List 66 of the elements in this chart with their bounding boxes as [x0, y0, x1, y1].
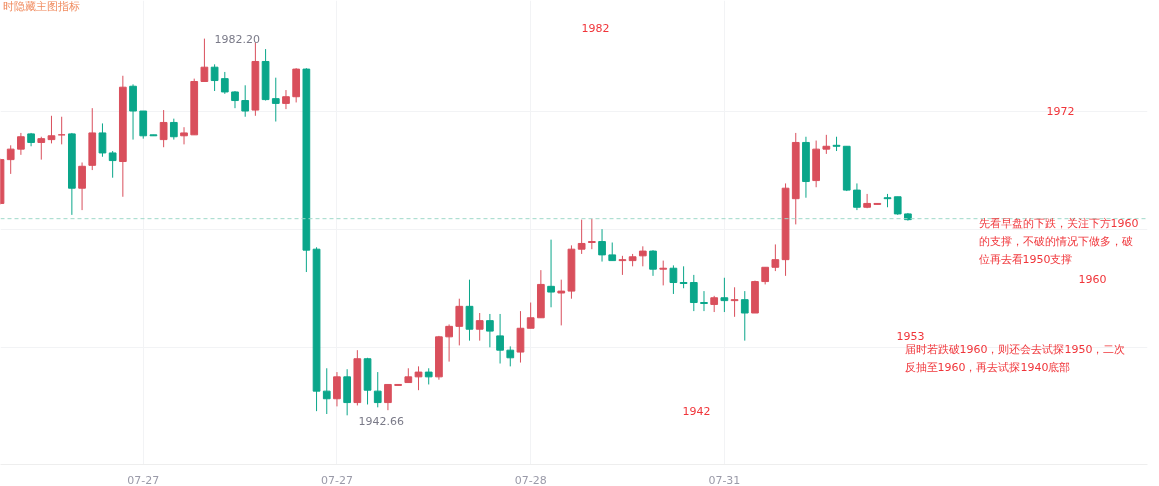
annotation: 1982.20	[214, 32, 260, 46]
candlestick	[108, 150, 117, 179]
candlestick	[547, 239, 555, 308]
candlestick	[822, 134, 831, 155]
candlestick	[771, 243, 780, 272]
candlestick	[486, 313, 494, 348]
candlestick	[98, 122, 107, 158]
candlestick	[373, 371, 382, 408]
candlestick	[618, 255, 627, 276]
candlestick	[863, 193, 871, 209]
candlestick	[47, 115, 56, 144]
candlestick	[577, 219, 586, 255]
candlestick	[740, 290, 749, 342]
candlestick	[496, 313, 504, 365]
candlestick	[414, 365, 423, 391]
candlestick	[322, 367, 331, 415]
candlestick	[669, 264, 678, 295]
x-tick-label: 07-31	[708, 473, 741, 486]
candlestick	[649, 249, 657, 277]
candlestick	[598, 228, 606, 263]
candlestick	[210, 63, 219, 92]
candlestick	[700, 290, 708, 312]
candlestick	[180, 126, 188, 145]
candlestick	[853, 182, 861, 211]
candlestick	[159, 109, 168, 148]
annotation: 1942	[682, 404, 711, 418]
candlestick	[169, 118, 178, 141]
annotation: 届时若跌破1960，则还会去试探1950，二次反抽至1960，再去试探1940底部	[904, 342, 1126, 374]
candlestick	[608, 242, 617, 262]
candlestick	[689, 274, 698, 312]
candlestick	[516, 310, 525, 364]
candlestick	[220, 71, 229, 95]
candlestick	[526, 302, 535, 329]
x-tick-label: 07-27	[320, 473, 353, 486]
candlestick	[638, 245, 647, 267]
text: 1960	[1078, 272, 1107, 286]
annotation: 1942.66	[358, 414, 404, 428]
candlestick	[679, 265, 688, 289]
annotation: 1953	[896, 329, 925, 343]
candlestick	[333, 371, 341, 407]
candlestick	[445, 323, 453, 363]
candlestick	[475, 312, 484, 342]
text: 先看早盘的下跌，关注下方1960的支撑，不破的情况下做多，破位再去看1950支撑	[978, 216, 1139, 266]
candlestick	[384, 383, 392, 411]
annotation: 时隐藏主图指标	[2, 0, 80, 13]
candlestick	[465, 279, 474, 342]
candlestick	[17, 132, 25, 156]
candlestick	[282, 89, 290, 110]
candlestick	[37, 136, 46, 161]
candlestick	[6, 144, 15, 175]
annotation: 1982	[581, 21, 610, 35]
candlestick	[720, 277, 729, 313]
candlestick	[200, 38, 209, 82]
text: 1972	[1046, 104, 1075, 118]
candlestick	[271, 77, 280, 122]
candlestick	[893, 196, 902, 216]
candlestick	[587, 218, 596, 250]
x-tick-label: 07-27	[127, 473, 160, 486]
candlestick	[506, 345, 515, 367]
candlestick	[557, 279, 566, 326]
x-tick-label: 07-28	[514, 473, 547, 486]
candlestick	[730, 286, 739, 318]
candlestick	[455, 298, 464, 346]
candlestick	[78, 161, 86, 211]
candlestick	[241, 84, 250, 118]
candlestick	[659, 260, 668, 286]
